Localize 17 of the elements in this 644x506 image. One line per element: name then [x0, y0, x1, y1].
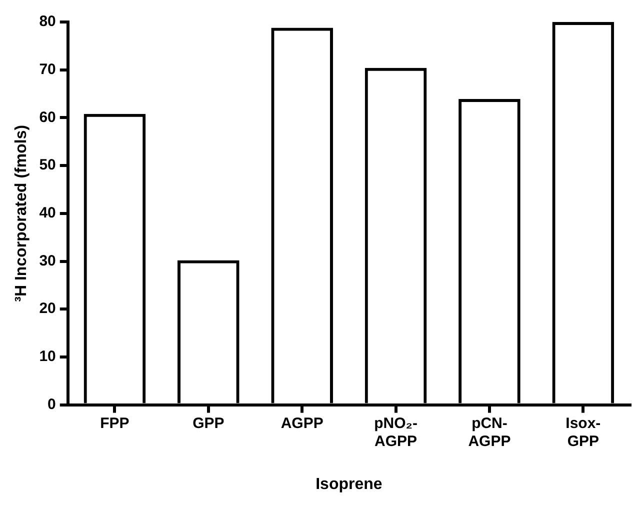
x-tick-label: pNO₂- AGPP — [374, 414, 418, 450]
y-tick-label: 60 — [39, 108, 56, 126]
x-axis-title: Isoprene — [316, 476, 382, 493]
x-tick-label: GPP — [192, 414, 224, 432]
y-tick-label: 40 — [39, 204, 56, 222]
x-tick-label: AGPP — [280, 414, 324, 432]
y-tick-label: 80 — [39, 13, 56, 30]
x-tick-label: FPP — [100, 414, 130, 432]
y-tick-label: 0 — [48, 396, 56, 413]
y-tick-label: 20 — [39, 300, 56, 318]
x-tick-label: pCN- AGPP — [468, 414, 511, 450]
y-tick-label: 50 — [39, 156, 56, 174]
x-tick-label: Isox- GPP — [566, 414, 601, 450]
y-tick-label: 70 — [39, 60, 56, 78]
y-tick-label: 30 — [39, 252, 56, 270]
y-axis-title: ³H Incorporated (fmols) — [13, 124, 30, 302]
y-tick-label: 10 — [39, 348, 56, 366]
